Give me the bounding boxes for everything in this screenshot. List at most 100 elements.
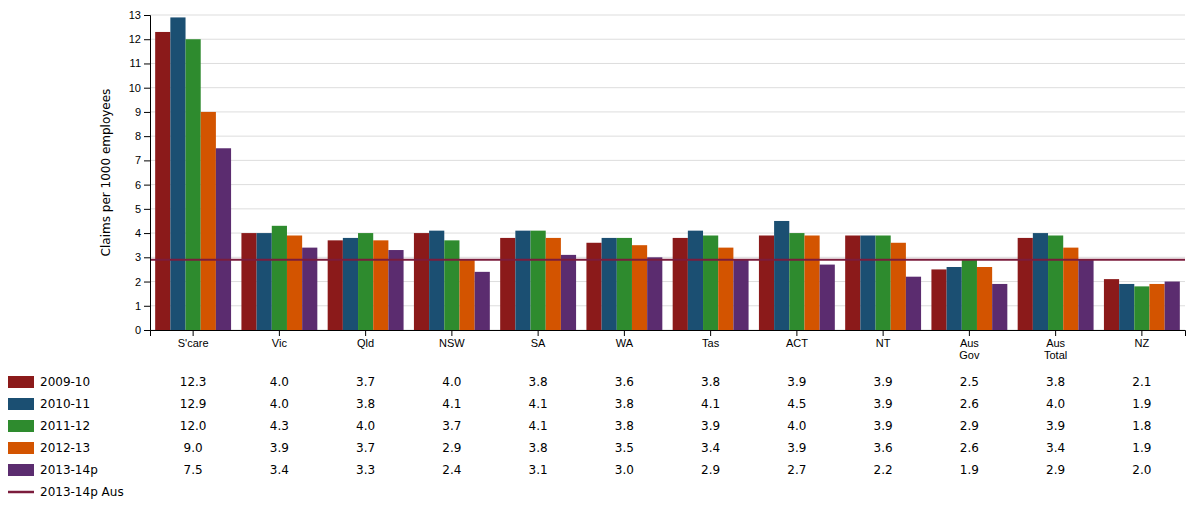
data-table: 12.34.03.74.03.83.63.83.93.92.53.82.112.… bbox=[180, 375, 1152, 477]
x-tick: ACT bbox=[786, 330, 808, 349]
y-tick: 9 bbox=[135, 106, 150, 118]
bar bbox=[515, 231, 530, 330]
data-label: 3.8 bbox=[529, 375, 548, 389]
y-tick-label: 1 bbox=[135, 300, 141, 312]
marks bbox=[150, 17, 1185, 330]
x-tick: WA bbox=[616, 330, 634, 349]
bar bbox=[1134, 286, 1149, 330]
bar-series bbox=[201, 112, 1165, 330]
y-tick-mark bbox=[144, 185, 150, 186]
data-label: 4.5 bbox=[787, 397, 806, 411]
data-label: 9.0 bbox=[184, 441, 203, 455]
bar bbox=[647, 257, 662, 330]
bar bbox=[586, 243, 601, 330]
y-tick: 10 bbox=[129, 82, 150, 94]
data-label: 3.3 bbox=[356, 463, 375, 477]
x-tick-label-line: Aus bbox=[960, 337, 979, 349]
legend-swatch bbox=[8, 376, 34, 388]
y-tick-label: 12 bbox=[129, 33, 141, 45]
data-label: 3.8 bbox=[1046, 375, 1065, 389]
legend: 2009-102010-112011-122012-132013-14p2013… bbox=[8, 375, 124, 499]
bar-series bbox=[170, 17, 1134, 330]
data-label: 2.4 bbox=[442, 463, 461, 477]
bar bbox=[1033, 233, 1048, 330]
data-label: 1.9 bbox=[1132, 397, 1151, 411]
y-tick-label: 2 bbox=[135, 276, 141, 288]
y-tick: 13 bbox=[129, 9, 150, 21]
data-label: 3.8 bbox=[356, 397, 375, 411]
x-tick: AusGov bbox=[959, 330, 980, 361]
y-tick: 0 bbox=[135, 324, 150, 336]
x-tick-label: AusTotal bbox=[1044, 337, 1067, 362]
bar bbox=[1018, 238, 1033, 330]
bar bbox=[287, 236, 302, 331]
x-tick-mark bbox=[538, 330, 539, 336]
data-label: 3.7 bbox=[442, 419, 461, 433]
y-tick-mark bbox=[144, 306, 150, 307]
bar bbox=[444, 240, 459, 330]
y-tick-label: 6 bbox=[135, 179, 141, 191]
data-label: 2.6 bbox=[960, 441, 979, 455]
grid-line bbox=[150, 15, 1185, 16]
data-label: 2.1 bbox=[1132, 375, 1151, 389]
y-tick-mark bbox=[144, 136, 150, 137]
bar bbox=[947, 267, 962, 330]
x-tick-label: Vic bbox=[272, 337, 288, 349]
x-tick-mark bbox=[1141, 330, 1142, 336]
x-tick-label-line: NSW bbox=[439, 337, 465, 349]
data-label: 3.8 bbox=[529, 441, 548, 455]
chart: 012345678910111213S'careVicQldNSWSAWATas… bbox=[0, 0, 1200, 525]
data-label: 3.1 bbox=[529, 463, 548, 477]
x-tick: NZ bbox=[1135, 330, 1150, 349]
x-tick-label-line: Qld bbox=[357, 337, 374, 349]
data-label: 3.9 bbox=[787, 375, 806, 389]
data-label: 3.9 bbox=[874, 375, 893, 389]
data-label: 12.3 bbox=[180, 375, 207, 389]
data-label: 2.9 bbox=[1046, 463, 1065, 477]
bar bbox=[546, 238, 561, 330]
bar bbox=[500, 238, 515, 330]
x-tick: Qld bbox=[357, 330, 374, 349]
data-label: 4.0 bbox=[442, 375, 461, 389]
x-tick-mark bbox=[624, 330, 625, 336]
data-label: 4.0 bbox=[787, 419, 806, 433]
data-label: 3.7 bbox=[356, 375, 375, 389]
bar bbox=[673, 238, 688, 330]
data-label: 3.5 bbox=[615, 441, 634, 455]
bar bbox=[358, 233, 373, 330]
x-tick-mark bbox=[451, 330, 452, 336]
x-tick-mark bbox=[193, 330, 194, 336]
bar bbox=[1119, 284, 1134, 330]
bar bbox=[170, 17, 185, 330]
y-tick-label: 11 bbox=[130, 57, 141, 69]
data-label: 4.0 bbox=[270, 397, 289, 411]
data-label: 2.2 bbox=[874, 463, 893, 477]
data-label: 1.9 bbox=[960, 463, 979, 477]
legend-label: 2011-12 bbox=[40, 419, 90, 433]
grid-line bbox=[150, 160, 1185, 161]
bar bbox=[216, 148, 231, 330]
x-axis-line bbox=[151, 331, 1186, 337]
x-tick-label-line: WA bbox=[616, 337, 634, 349]
x-tick-label-line: Vic bbox=[272, 337, 288, 349]
legend-swatch bbox=[8, 464, 34, 476]
bar bbox=[804, 236, 819, 331]
data-label: 3.9 bbox=[701, 419, 720, 433]
legend-label: 2012-13 bbox=[40, 441, 90, 455]
bar bbox=[931, 269, 946, 330]
data-label: 3.0 bbox=[615, 463, 634, 477]
data-label: 1.8 bbox=[1132, 419, 1151, 433]
bar bbox=[1149, 284, 1164, 330]
y-tick-mark bbox=[144, 233, 150, 234]
x-tick-label-line: Gov bbox=[959, 349, 980, 361]
data-label: 2.5 bbox=[960, 375, 979, 389]
x-tick-label: AusGov bbox=[959, 337, 980, 362]
x-tick-mark bbox=[796, 330, 797, 336]
data-label: 3.8 bbox=[701, 375, 720, 389]
y-tick-mark bbox=[144, 63, 150, 64]
y-tick: 5 bbox=[135, 203, 150, 215]
bar bbox=[241, 233, 256, 330]
data-label: 3.4 bbox=[1046, 441, 1065, 455]
x-tick: S'care bbox=[178, 330, 209, 349]
x-tick: Tas bbox=[702, 330, 720, 349]
